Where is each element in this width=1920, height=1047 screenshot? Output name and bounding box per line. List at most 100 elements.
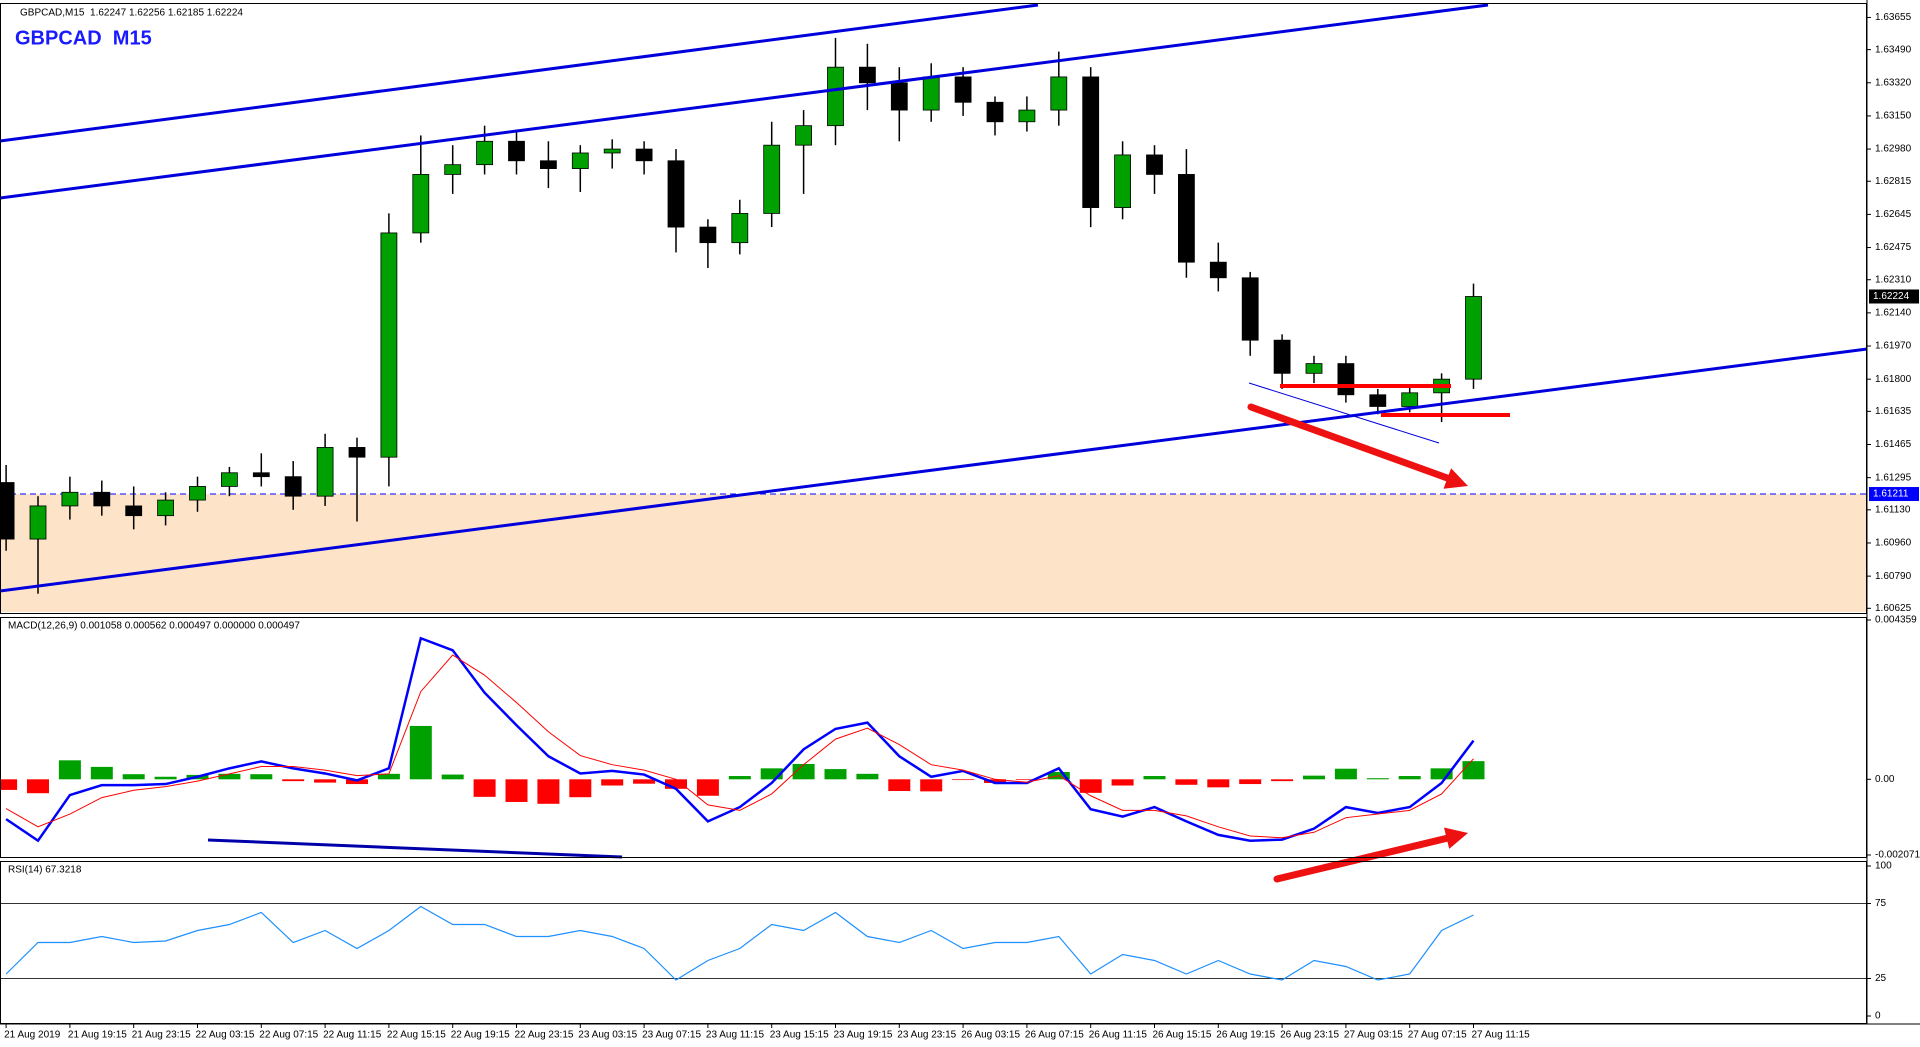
candle-body bbox=[699, 226, 717, 244]
candle-body bbox=[986, 101, 1004, 123]
y-tick-label: 1.61465 bbox=[1875, 439, 1912, 450]
x-tick-label: 26 Aug 19:15 bbox=[1216, 1030, 1275, 1041]
histogram-bar bbox=[696, 779, 719, 796]
y-tick-label: 1.61295 bbox=[1875, 472, 1912, 483]
channel-line bbox=[0, 347, 1868, 593]
marks-layer bbox=[0, 37, 1485, 981]
candle-body bbox=[444, 164, 462, 175]
y-tick-label: 1.62310 bbox=[1875, 274, 1912, 285]
y-tick-label: 1.62475 bbox=[1875, 242, 1912, 253]
x-tick-label: 23 Aug 23:15 bbox=[897, 1030, 956, 1041]
candle-body bbox=[1209, 261, 1227, 279]
axis-layer: 1.63655 1.63490 1.63320 1.63150 1.62980 1.628… bbox=[4, 12, 1920, 1041]
candle-body bbox=[61, 491, 79, 507]
x-tick-label: 23 Aug 15:15 bbox=[770, 1030, 829, 1041]
candle-body bbox=[1146, 154, 1163, 175]
price-tag bbox=[1869, 487, 1919, 502]
histogram-bar bbox=[728, 776, 751, 780]
candle-body bbox=[890, 82, 908, 111]
y-tick-label: 0.004359 bbox=[1875, 615, 1917, 626]
candle-body bbox=[157, 499, 175, 517]
price-tag-label: 1.62224 bbox=[1873, 291, 1910, 302]
trend-line bbox=[1248, 382, 1440, 444]
frame bbox=[0, 0, 1920, 1025]
candle-body bbox=[954, 76, 972, 103]
histogram-bar bbox=[1239, 779, 1262, 785]
arrow bbox=[1273, 834, 1452, 883]
histogram-bar bbox=[952, 779, 975, 781]
candle-body bbox=[922, 76, 940, 111]
arrow-head bbox=[1444, 827, 1468, 849]
histogram-bar bbox=[1398, 776, 1421, 780]
x-tick-label: 27 Aug 07:15 bbox=[1408, 1030, 1467, 1041]
histogram-bar bbox=[601, 779, 624, 786]
macd-line bbox=[5, 636, 1475, 843]
histogram-bar bbox=[282, 779, 305, 782]
candle-body bbox=[284, 476, 302, 497]
channel-line bbox=[0, 3, 1489, 200]
histogram-bar bbox=[154, 776, 177, 780]
candle-body bbox=[125, 505, 143, 517]
histogram-bar bbox=[792, 763, 815, 780]
candle-body bbox=[1401, 392, 1419, 407]
background-layer bbox=[0, 493, 1867, 979]
candle-body bbox=[1241, 277, 1259, 341]
x-tick-label: 26 Aug 07:15 bbox=[1025, 1030, 1084, 1041]
y-tick-label: 1.62645 bbox=[1875, 209, 1912, 220]
histogram-bar bbox=[314, 779, 337, 783]
histogram-bar bbox=[1430, 768, 1453, 780]
indicator-title: MACD(12,26,9) 0.001058 0.000562 0.000497… bbox=[8, 621, 300, 632]
candle-body bbox=[0, 482, 15, 540]
histogram-bar bbox=[441, 774, 464, 780]
rsi-line bbox=[5, 905, 1474, 981]
y-tick-label: 1.60790 bbox=[1875, 571, 1912, 582]
candle-body bbox=[1178, 174, 1195, 263]
histogram-bar bbox=[920, 779, 943, 792]
candle-body bbox=[93, 491, 111, 507]
candle-body bbox=[412, 174, 430, 234]
histogram-bar bbox=[824, 769, 847, 780]
candle-body bbox=[571, 152, 589, 169]
histogram-bar bbox=[409, 725, 432, 780]
histogram-bar bbox=[1334, 768, 1357, 780]
arrow-head bbox=[1443, 468, 1468, 489]
x-tick-label: 22 Aug 11:15 bbox=[323, 1030, 382, 1041]
price-tag-label: 1.61211 bbox=[1873, 489, 1909, 500]
candle-body bbox=[220, 472, 238, 487]
y-tick-label: 0 bbox=[1875, 1011, 1881, 1022]
candle-body bbox=[348, 447, 366, 458]
y-tick-label: 1.61800 bbox=[1875, 374, 1912, 385]
y-tick-label: -0.002071 bbox=[1875, 850, 1920, 861]
y-tick-label: 1.62815 bbox=[1875, 176, 1912, 187]
candle-body bbox=[1082, 76, 1100, 208]
trend-line bbox=[207, 838, 623, 859]
candle-body bbox=[1369, 394, 1387, 407]
x-tick-label: 26 Aug 11:15 bbox=[1089, 1030, 1148, 1041]
x-tick-label: 26 Aug 03:15 bbox=[961, 1030, 1020, 1041]
candle-body bbox=[1018, 109, 1036, 123]
histogram-bar bbox=[1303, 775, 1325, 780]
candle-body bbox=[795, 125, 812, 146]
zone bbox=[1, 494, 1867, 612]
candle-body bbox=[29, 505, 47, 540]
histogram-bar bbox=[760, 768, 783, 780]
y-tick-label: 1.62140 bbox=[1875, 308, 1912, 319]
x-tick-label: 22 Aug 15:15 bbox=[387, 1030, 446, 1041]
x-tick-label: 22 Aug 23:15 bbox=[515, 1030, 574, 1041]
indicator-title: RSI(14) 67.3218 bbox=[8, 865, 82, 876]
candle-body bbox=[252, 472, 270, 478]
candle-body bbox=[603, 148, 621, 154]
histogram-bar bbox=[218, 773, 241, 780]
y-tick-label: 1.63150 bbox=[1875, 111, 1912, 122]
candle-body bbox=[316, 447, 334, 497]
histogram-bar bbox=[633, 779, 656, 784]
histogram-bar bbox=[665, 779, 687, 789]
x-tick-label: 23 Aug 11:15 bbox=[706, 1030, 765, 1041]
x-tick-label: 23 Aug 03:15 bbox=[578, 1030, 637, 1041]
drawings bbox=[0, 3, 1868, 883]
histogram-bar bbox=[888, 779, 911, 792]
histogram-bar bbox=[1175, 779, 1198, 785]
histogram-bar bbox=[984, 779, 1006, 783]
x-tick-label: 21 Aug 19:15 bbox=[68, 1030, 127, 1041]
